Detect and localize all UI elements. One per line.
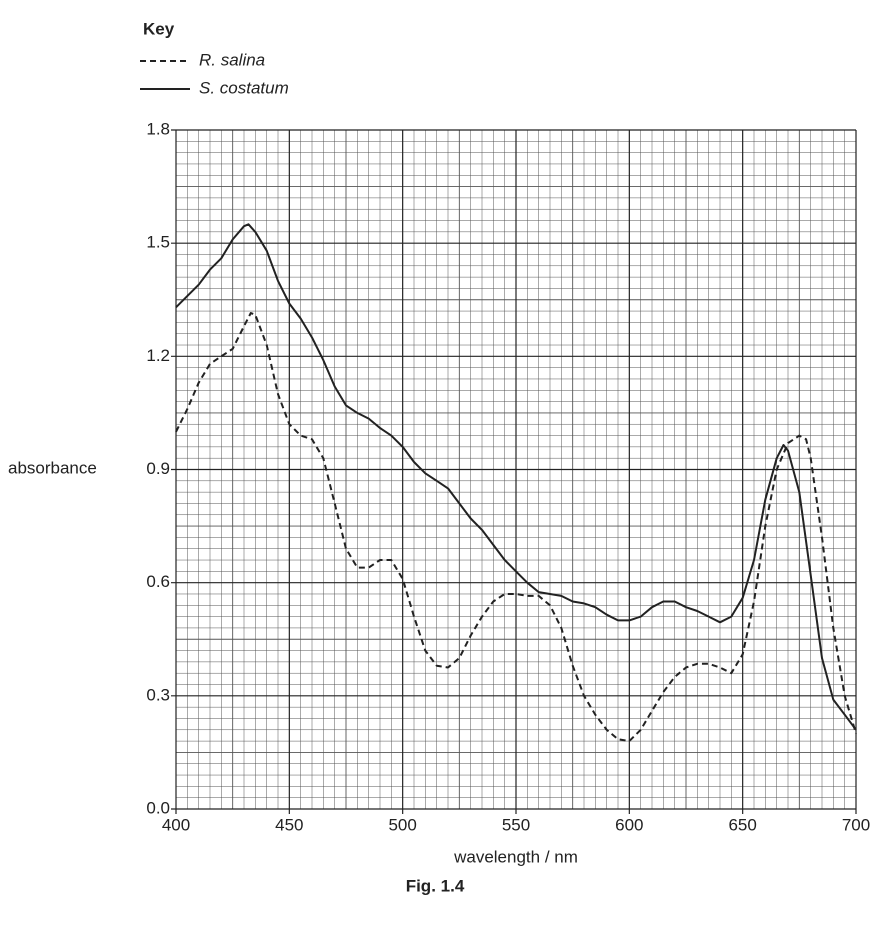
- x-axis-label: wavelength / nm: [453, 847, 578, 866]
- x-tick-label: 450: [275, 815, 303, 834]
- y-tick-label: 1.8: [146, 119, 170, 138]
- y-tick-label: 0.6: [146, 572, 170, 591]
- y-tick-label: 0.0: [146, 798, 170, 817]
- series-line: [175, 223, 857, 731]
- series-line: [175, 312, 857, 743]
- x-tick-label: 500: [388, 815, 416, 834]
- x-tick-label: 700: [842, 815, 870, 834]
- x-tick-label: 650: [728, 815, 756, 834]
- y-tick-label: 0.3: [146, 685, 170, 704]
- legend-title: Key: [143, 19, 175, 38]
- chart-title: Fig. 1.4: [406, 876, 465, 895]
- x-tick-label: 600: [615, 815, 643, 834]
- x-tick-label: 400: [162, 815, 190, 834]
- x-tick-label: 550: [502, 815, 530, 834]
- y-tick-label: 1.5: [146, 233, 170, 252]
- y-axis-label: absorbance: [8, 458, 97, 477]
- legend-label: R. salina: [199, 50, 265, 69]
- y-tick-label: 0.9: [146, 459, 170, 478]
- legend-label: S. costatum: [199, 78, 289, 97]
- y-tick-label: 1.2: [146, 346, 170, 365]
